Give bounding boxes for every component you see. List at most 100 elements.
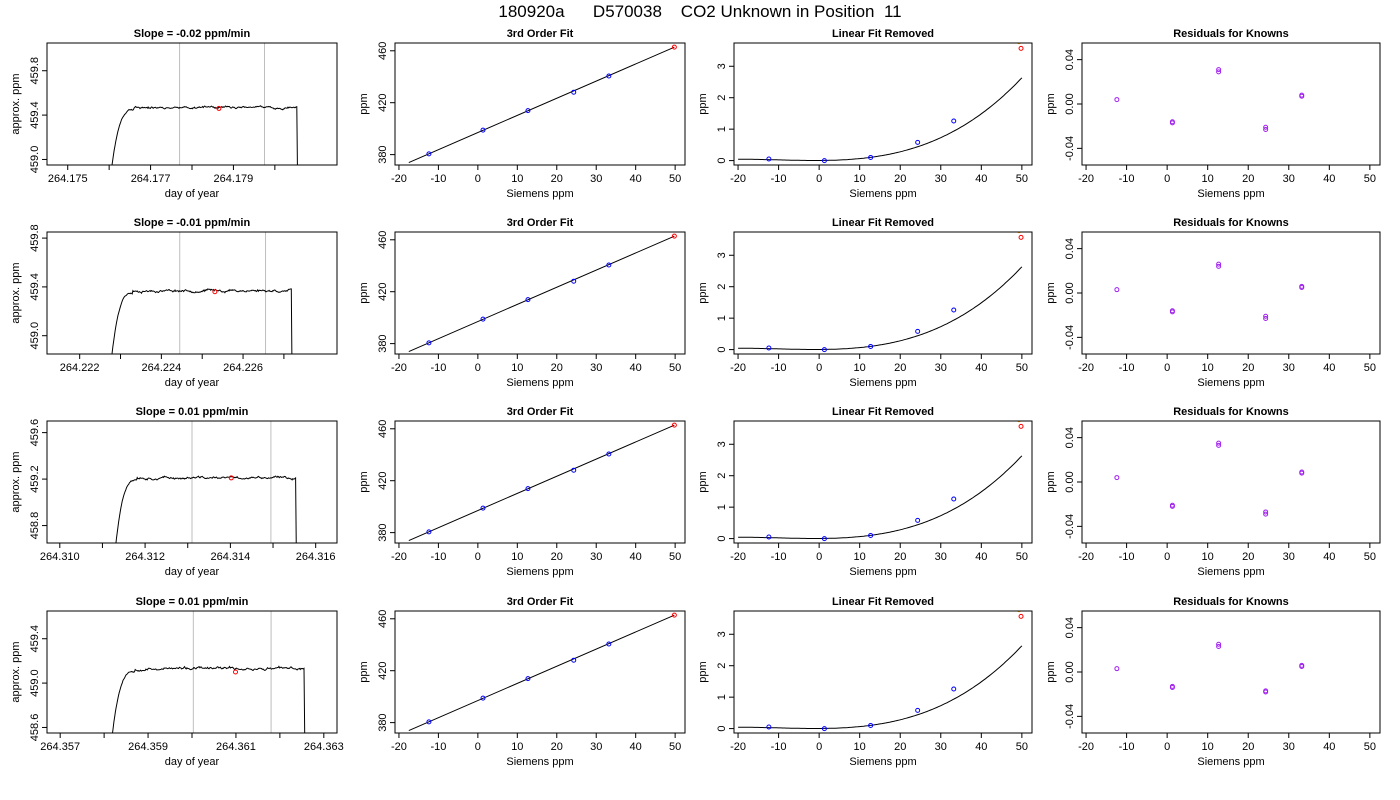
- known-point: [951, 496, 957, 502]
- figure-title: 180920a D570038 CO2 Unknown in Position …: [498, 2, 902, 21]
- residual-point: [1216, 67, 1222, 73]
- known-point: [868, 722, 874, 728]
- y-tick-label: 2: [716, 473, 728, 479]
- y-tick-label: 460: [377, 420, 389, 438]
- y-tick-label: 459.0: [29, 146, 41, 174]
- unknown-point: [671, 612, 677, 618]
- panel-time-trace-0: Slope = -0.02 ppm/min 264.175 264.177 264.1…: [10, 28, 338, 200]
- x-tick-label: 40: [630, 741, 642, 753]
- x-tick-label: 20: [894, 173, 906, 185]
- x-tick-label: 30: [935, 362, 947, 374]
- known-point: [951, 686, 957, 692]
- x-tick-label: 30: [935, 741, 947, 753]
- x-tick-label: 40: [1323, 551, 1335, 563]
- x-tick-label: -10: [771, 741, 787, 753]
- known-point: [571, 278, 577, 284]
- x-tick-label: 30: [590, 741, 602, 753]
- panel-title: Slope = -0.01 ppm/min: [134, 217, 251, 229]
- x-axis-label: day of year: [165, 377, 220, 389]
- unknown-point: [1018, 613, 1024, 619]
- x-tick-label: 40: [630, 551, 642, 563]
- residual-point: [1114, 666, 1120, 672]
- fit-line: [408, 46, 675, 163]
- residual-point: [1216, 643, 1222, 649]
- plot-area: [1114, 641, 1305, 695]
- y-axis-label: ppm: [1045, 661, 1057, 682]
- y-tick-label: 459.4: [29, 273, 41, 301]
- plot-frame: [394, 610, 686, 734]
- residual-point: [1216, 641, 1222, 647]
- known-point: [915, 707, 921, 713]
- x-tick-label: -20: [391, 362, 407, 374]
- x-tick-label: 20: [1242, 741, 1254, 753]
- y-axis-label: ppm: [1045, 471, 1057, 492]
- x-tick-label: 50: [1364, 362, 1376, 374]
- panel-title: Linear Fit Removed: [832, 596, 934, 608]
- residual-point: [1114, 475, 1120, 481]
- known-point: [766, 345, 772, 351]
- x-tick-label: 40: [1323, 173, 1335, 185]
- x-tick-label: 0: [475, 741, 481, 753]
- residual-point: [1216, 442, 1222, 448]
- x-tick-label: 50: [669, 551, 681, 563]
- y-axis-label: approx. ppm: [10, 451, 22, 512]
- x-tick-label: -10: [430, 173, 446, 185]
- y-tick-label: -0.04: [1064, 325, 1076, 350]
- x-tick-label: 264.224: [141, 362, 181, 374]
- y-tick-label: 0: [716, 726, 728, 732]
- x-tick-label: 40: [1323, 362, 1335, 374]
- plot-area: [1114, 67, 1305, 133]
- panel-title: 3rd Order Fit: [507, 217, 574, 229]
- plot-area: [738, 43, 1024, 164]
- plot-area: [1114, 440, 1305, 517]
- y-tick-label: -0.04: [1064, 136, 1076, 161]
- plot-frame: [733, 42, 1033, 166]
- unknown-point: [1018, 45, 1024, 51]
- panel-residuals-3: Residuals for Knowns -20 -10 0 10 20 30 40 50 -0.…: [1045, 596, 1381, 768]
- trace-line: [112, 665, 306, 733]
- x-tick-label: -10: [430, 741, 446, 753]
- panel-linear-removed-1: Linear Fit Removed -20 -10 0 10 20 30 40 50 0 1 2 3 S…: [697, 217, 1033, 389]
- x-axis-label: day of year: [165, 756, 220, 768]
- x-tick-label: 40: [630, 362, 642, 374]
- known-point: [766, 534, 772, 540]
- y-tick-label: 0: [716, 158, 728, 164]
- x-tick-label: -20: [391, 551, 407, 563]
- residual-point: [1263, 127, 1269, 133]
- y-tick-label: 1: [716, 315, 728, 321]
- panel-linear-removed-2: Linear Fit Removed -20 -10 0 10 20 30 40 50 0 1 2 3 S…: [697, 406, 1033, 578]
- x-tick-label: 10: [854, 551, 866, 563]
- known-point: [525, 297, 531, 303]
- x-tick-label: 10: [1202, 362, 1214, 374]
- x-tick-label: 10: [1202, 551, 1214, 563]
- panel-cubic-fit-2: 3rd Order Fit -20 -10 0 10 20 30 40 50 380 420 460 S…: [358, 406, 686, 578]
- residual-point: [1299, 470, 1305, 476]
- x-tick-label: -20: [391, 173, 407, 185]
- x-tick-label: 50: [669, 362, 681, 374]
- panel-title: 3rd Order Fit: [507, 28, 574, 40]
- x-tick-label: 264.316: [296, 551, 336, 563]
- y-tick-label: 2: [716, 284, 728, 290]
- panel-title: Linear Fit Removed: [832, 28, 934, 40]
- panel-linear-removed-0: Linear Fit Removed -20 -10 0 10 20 30 40 50 0 1 2 3 S…: [697, 28, 1033, 200]
- reference-point: [1016, 421, 1022, 423]
- x-axis-label: Siemens ppm: [1197, 188, 1264, 200]
- known-point: [915, 139, 921, 145]
- known-point: [571, 89, 577, 95]
- x-tick-label: 264.179: [214, 173, 254, 185]
- y-tick-label: 3: [716, 631, 728, 637]
- x-tick-label: 0: [816, 173, 822, 185]
- panel-cubic-fit-1: 3rd Order Fit -20 -10 0 10 20 30 40 50 380 420 460 S…: [358, 217, 686, 389]
- fit-curve: [738, 645, 1023, 729]
- x-tick-label: 20: [894, 741, 906, 753]
- y-tick-label: 458.8: [29, 512, 41, 540]
- x-tick-label: 10: [511, 173, 523, 185]
- plot-frame: [1081, 231, 1381, 355]
- x-tick-label: 264.175: [48, 173, 88, 185]
- fit-curve: [738, 77, 1023, 161]
- residual-point: [1169, 309, 1175, 315]
- y-tick-label: 0.00: [1064, 661, 1076, 682]
- known-point: [426, 529, 432, 535]
- y-tick-label: 380: [377, 334, 389, 352]
- x-tick-label: 40: [975, 173, 987, 185]
